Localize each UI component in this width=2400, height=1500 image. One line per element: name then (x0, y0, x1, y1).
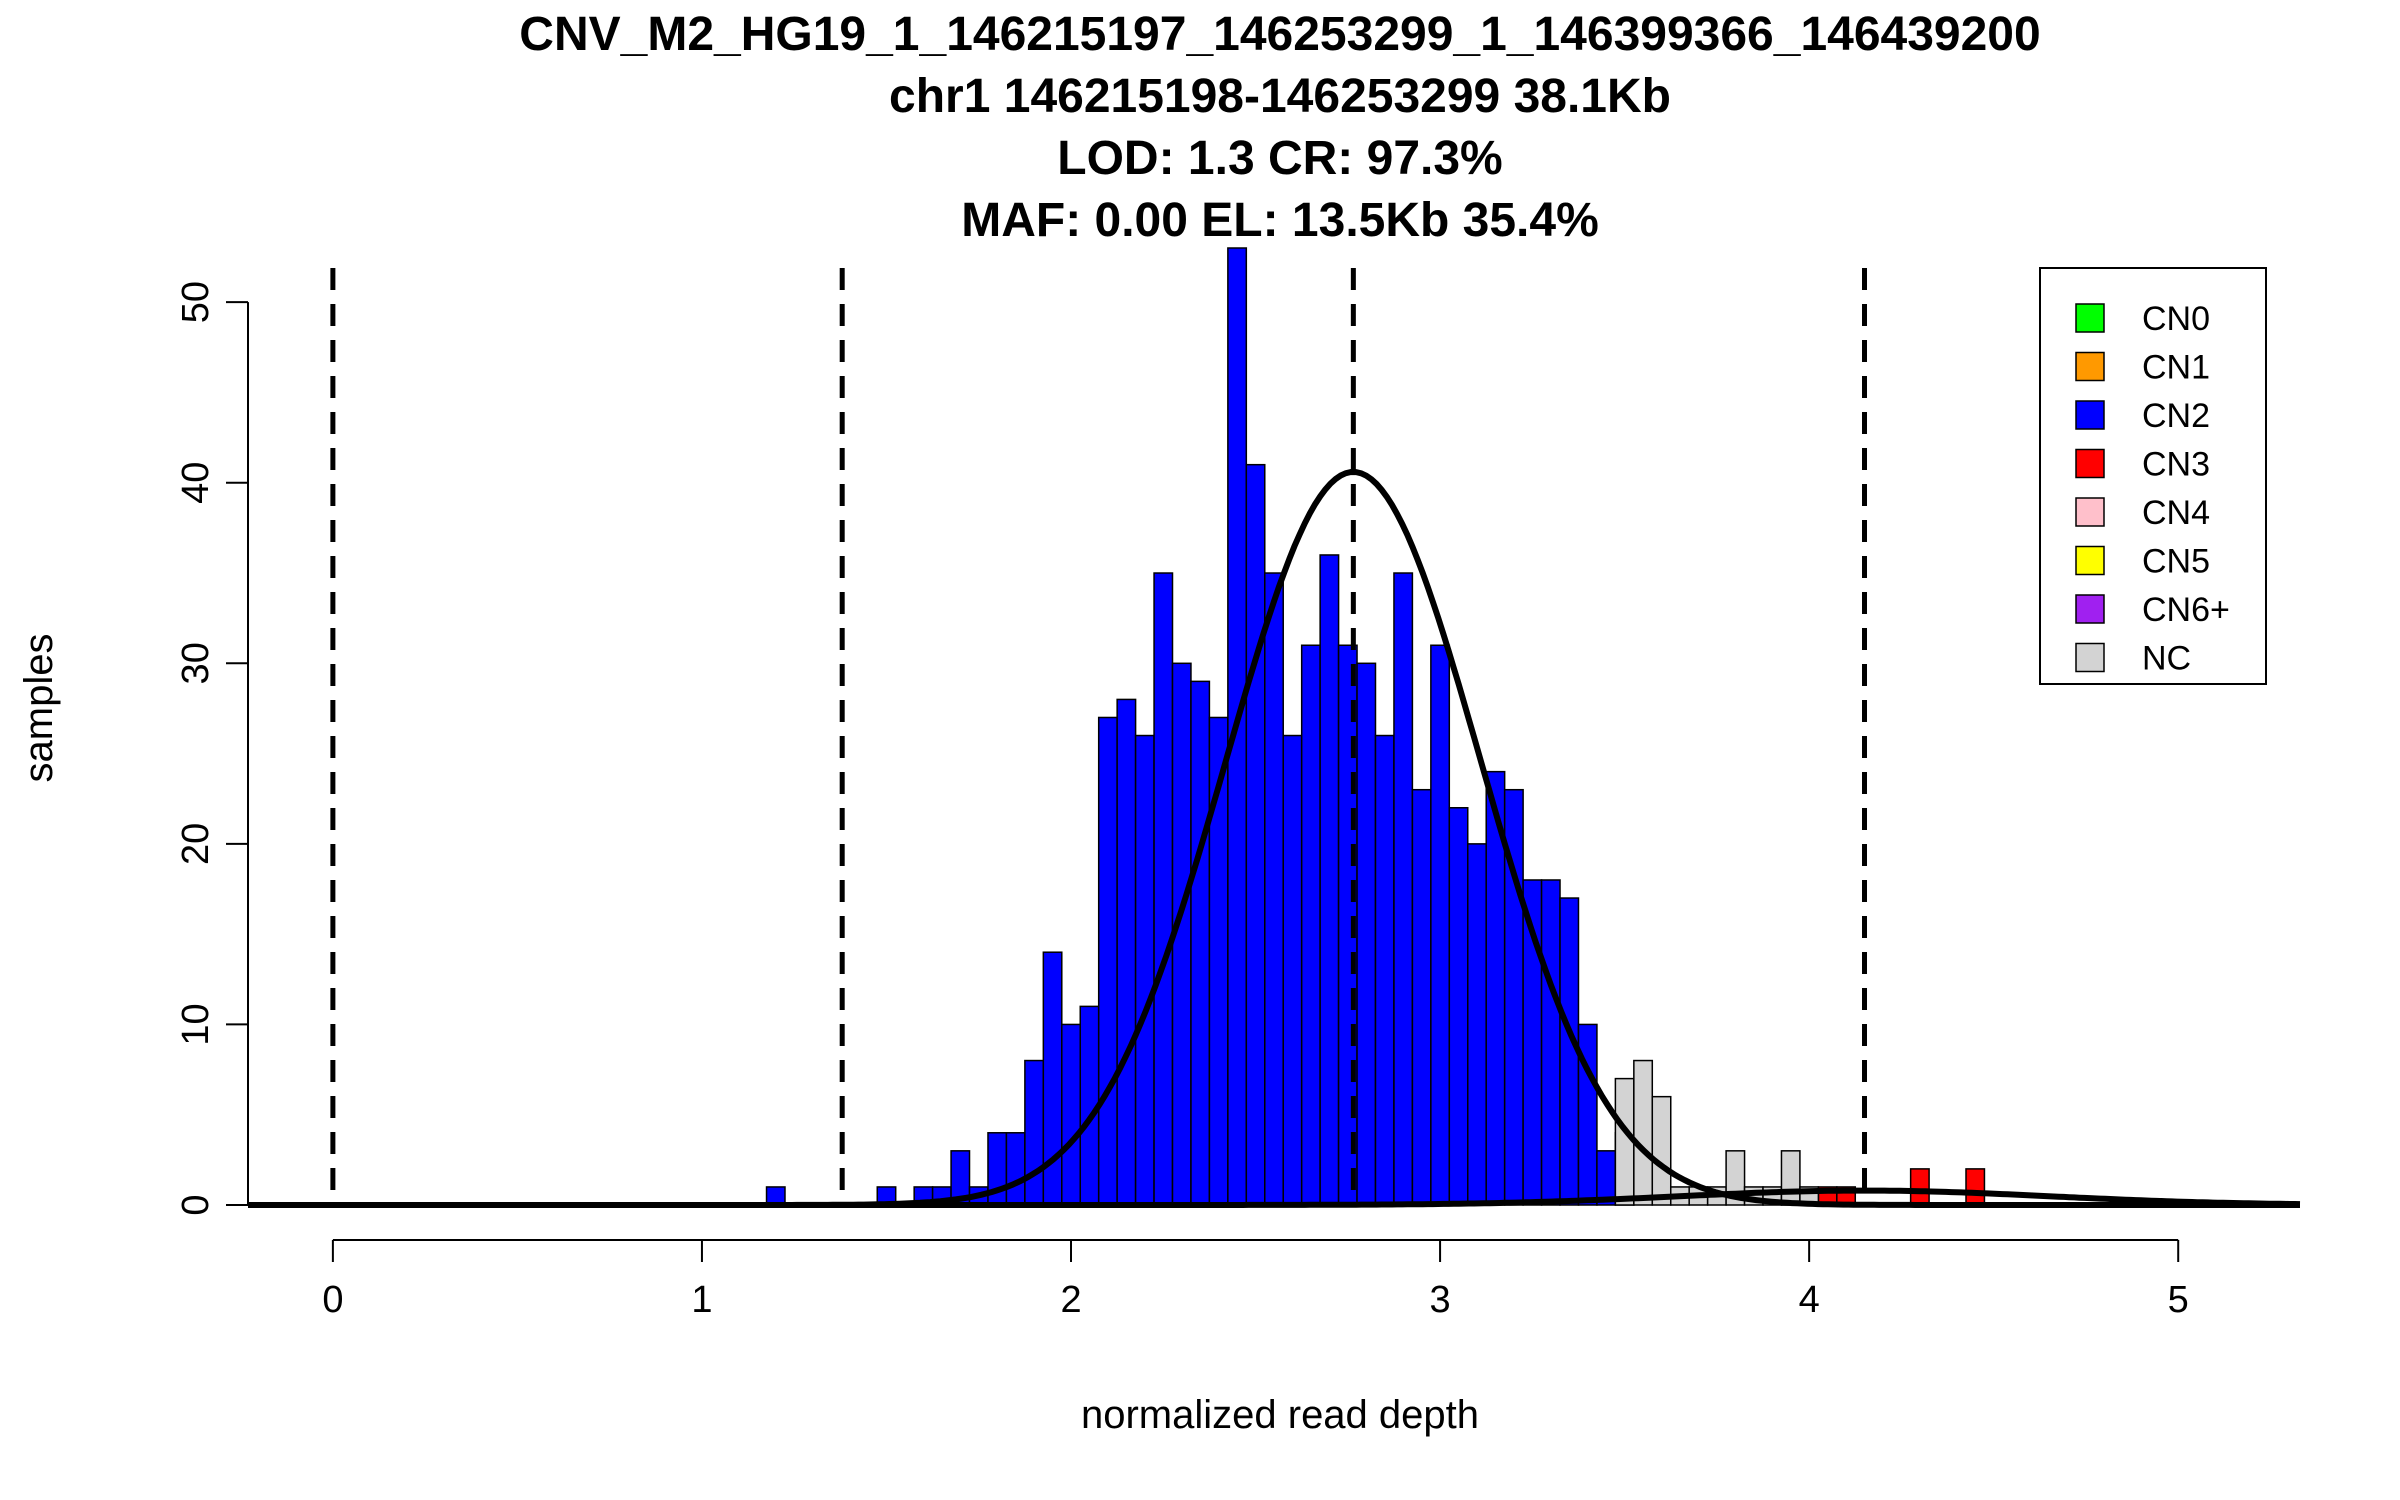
title-line-3: LOD: 1.3 CR: 97.3% (1057, 132, 1502, 185)
bar-cn2 (1282, 734, 1303, 1206)
density-curve (248, 1187, 2301, 1208)
title-line-2: chr1 146215198-146253299 38.1Kb (889, 70, 1671, 123)
bar-cn2 (1134, 734, 1155, 1206)
x-tick-label: 0 (322, 1279, 343, 1321)
bar-cn2 (1540, 879, 1561, 1206)
legend-label: NC (2142, 640, 2191, 678)
x-tick-label: 3 (1430, 1279, 1451, 1321)
title-line-4: MAF: 0.00 EL: 13.5Kb 35.4% (961, 194, 1599, 247)
bar-cn2 (1245, 463, 1266, 1206)
bar-cn2 (1393, 572, 1414, 1206)
bar-nc (1780, 1150, 1801, 1206)
legend-swatch (2075, 448, 2105, 479)
bar-cn2 (1577, 1023, 1598, 1206)
x-axis: 0 1 2 3 4 5 (322, 1239, 2189, 1321)
legend-label: CN2 (2142, 397, 2210, 435)
y-axis: 0 10 20 30 40 50 (175, 281, 249, 1216)
bar-cn2 (1061, 1023, 1081, 1206)
y-tick-label: 30 (175, 642, 217, 684)
legend-label: CN4 (2142, 494, 2210, 532)
bar-cn2 (1430, 644, 1451, 1206)
bar-cn2 (1024, 1059, 1045, 1206)
bar-cn2 (1411, 788, 1432, 1206)
legend-swatch (2075, 545, 2105, 576)
bar-cn2 (1300, 644, 1321, 1206)
y-tick-label: 50 (175, 281, 217, 323)
legend-swatch (2075, 400, 2105, 430)
y-tick-label: 10 (175, 1003, 217, 1045)
bar-cn2 (1319, 554, 1340, 1206)
y-tick-label: 20 (175, 823, 217, 865)
density-curves (248, 468, 2301, 1208)
y-axis-title: samples (17, 634, 61, 783)
chart-title: CNV_M2_HG19_1_146215197_146253299_1_1463… (519, 8, 2040, 247)
x-tick-label: 5 (2168, 1279, 2189, 1321)
bar-cn2 (1448, 807, 1469, 1206)
legend-swatch (2075, 642, 2105, 673)
bar-cn3 (1909, 1168, 1930, 1206)
legend: CN0 CN1 CN2 CN3 CN4 CN5 CN6+ NC (2039, 267, 2267, 685)
bar-cn3 (1965, 1168, 1986, 1206)
legend-label: CN1 (2142, 349, 2210, 387)
y-tick-label: 40 (175, 462, 217, 504)
x-tick-label: 2 (1060, 1279, 1081, 1321)
histogram-bars (765, 247, 1986, 1206)
bar-cn2 (1153, 572, 1174, 1206)
x-tick-label: 1 (691, 1279, 712, 1321)
x-axis-title: normalized read depth (1081, 1393, 1479, 1437)
y-tick-label: 0 (175, 1194, 217, 1215)
legend-swatch (2075, 351, 2105, 382)
legend-swatch (2075, 303, 2105, 333)
bar-nc (1651, 1095, 1672, 1206)
legend-swatch (2075, 594, 2105, 624)
bar-cn2 (1467, 843, 1487, 1206)
bar-cn2 (1374, 734, 1395, 1206)
bar-cn2 (1005, 1132, 1026, 1206)
bar-cn2 (1097, 716, 1118, 1206)
bar-cn2 (1116, 698, 1137, 1206)
legend-label: CN0 (2142, 300, 2210, 338)
title-line-1: CNV_M2_HG19_1_146215197_146253299_1_1463… (519, 8, 2040, 61)
x-tick-label: 4 (1799, 1279, 1820, 1321)
bar-nc (1633, 1059, 1654, 1206)
bar-nc (1614, 1077, 1635, 1206)
legend-label: CN6+ (2142, 591, 2230, 629)
bar-cn2 (1356, 662, 1377, 1206)
bar-cn2 (1190, 680, 1211, 1206)
threshold-lines (330, 268, 1868, 1205)
legend-label: CN3 (2142, 446, 2210, 484)
legend-label: CN5 (2142, 543, 2210, 581)
legend-swatch (2075, 497, 2105, 527)
bar-cn2 (1264, 572, 1284, 1206)
